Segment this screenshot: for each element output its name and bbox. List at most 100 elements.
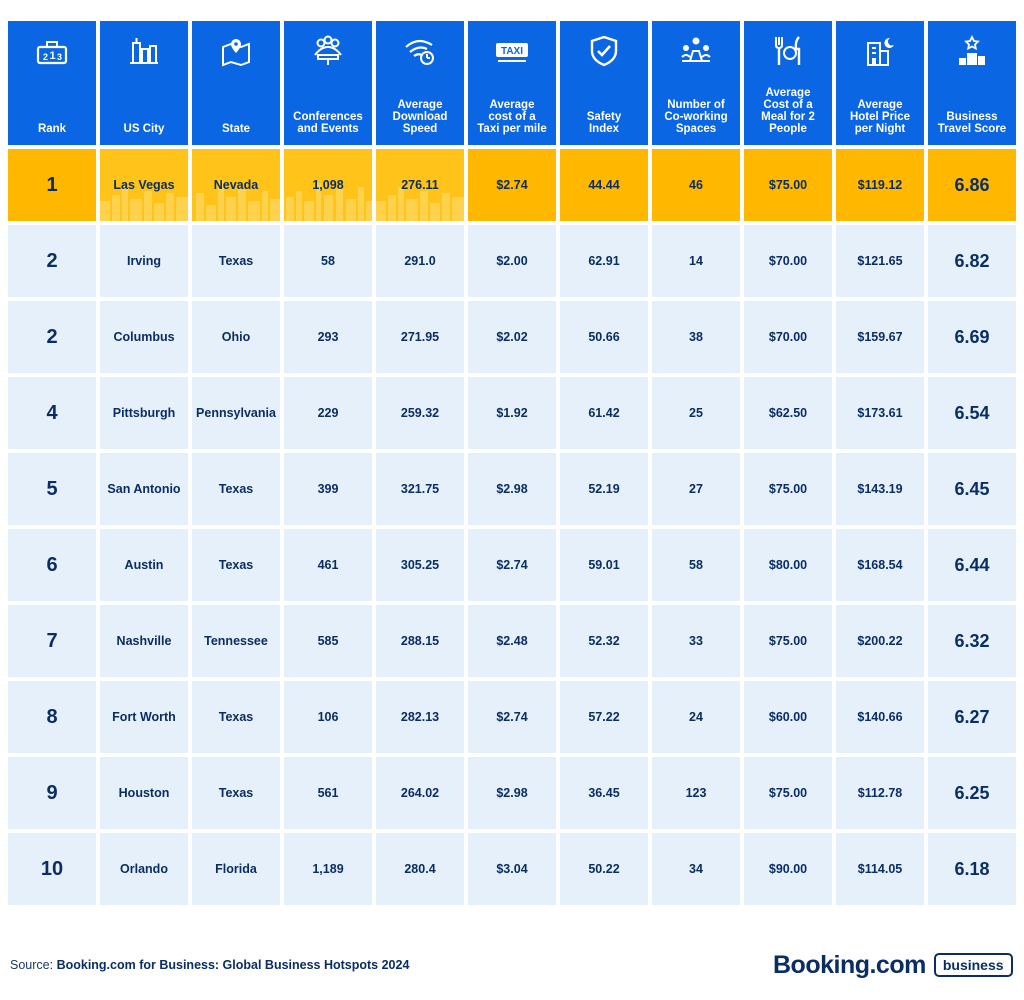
cell-value: $2.74 <box>496 710 528 724</box>
shield-check-icon <box>586 33 622 69</box>
cell-hotel: $173.61 <box>836 377 924 449</box>
cell-value: $90.00 <box>768 862 808 876</box>
hotel-moon-icon <box>862 33 898 69</box>
cell-value: 282.13 <box>400 710 440 724</box>
cell-value: $75.00 <box>768 786 808 800</box>
cell-value: 1,189 <box>312 862 344 876</box>
cell-value: 6.82 <box>954 250 990 271</box>
cell-meal: $75.00 <box>744 453 832 525</box>
cell-score: 6.32 <box>928 605 1016 677</box>
cell-value: 52.32 <box>588 634 620 648</box>
rankings-table: 2 1 3 Rank US City State Conferences and Event… <box>8 21 1016 905</box>
cell-value: 259.32 <box>400 406 440 420</box>
cell-state: Texas <box>192 529 280 601</box>
cell-coworking: 33 <box>652 605 740 677</box>
cell-safety: 50.66 <box>560 301 648 373</box>
cell-value: 25 <box>689 406 703 420</box>
cell-value: 61.42 <box>588 406 620 420</box>
cell-value: $168.54 <box>857 558 903 572</box>
cell-value: 6.18 <box>954 858 990 879</box>
cell-conferences: 58 <box>284 225 372 297</box>
cell-score: 6.54 <box>928 377 1016 449</box>
header-label: US City <box>123 123 165 135</box>
cell-hotel: $121.65 <box>836 225 924 297</box>
cell-conferences: 229 <box>284 377 372 449</box>
cell-rank: 7 <box>8 605 96 677</box>
cell-value: $2.98 <box>496 482 528 496</box>
cell-value: 264.02 <box>400 786 440 800</box>
cell-coworking: 34 <box>652 833 740 905</box>
cell-value: 321.75 <box>400 482 440 496</box>
cell-value: 38 <box>689 330 703 344</box>
cell-value: Las Vegas <box>113 178 175 192</box>
cell-city: Las Vegas <box>100 149 188 221</box>
cell-value: 44.44 <box>588 178 620 192</box>
cell-download: 271.95 <box>376 301 464 373</box>
cell-city: San Antonio <box>100 453 188 525</box>
cell-value: 280.4 <box>404 862 436 876</box>
cell-city: Houston <box>100 757 188 829</box>
cell-taxi: $2.74 <box>468 529 556 601</box>
header-safety: Safety Index <box>560 21 648 145</box>
cell-value: Houston <box>118 786 170 800</box>
cell-taxi: $2.02 <box>468 301 556 373</box>
cell-city: Nashville <box>100 605 188 677</box>
cell-coworking: 14 <box>652 225 740 297</box>
header-download: Average Download Speed <box>376 21 464 145</box>
cell-safety: 57.22 <box>560 681 648 753</box>
cell-value: 6.25 <box>954 782 990 803</box>
header-label: Average Hotel Price per Night <box>849 99 911 135</box>
cell-state: Pennsylvania <box>192 377 280 449</box>
cell-value: $2.74 <box>496 558 528 572</box>
cell-value: Nevada <box>213 178 259 192</box>
cell-value: 6 <box>46 553 58 576</box>
cell-rank: 1 <box>8 149 96 221</box>
cell-hotel: $112.78 <box>836 757 924 829</box>
header-label: Average cost of a Taxi per mile <box>477 99 547 135</box>
cell-safety: 52.32 <box>560 605 648 677</box>
header-score: Business Travel Score <box>928 21 1016 145</box>
header-conferences: Conferences and Events <box>284 21 372 145</box>
source-note: Source: Booking.com for Business: Global… <box>10 958 409 972</box>
cell-download: 282.13 <box>376 681 464 753</box>
cell-meal: $70.00 <box>744 301 832 373</box>
cell-value: $143.19 <box>857 482 903 496</box>
cell-value: 1 <box>46 173 58 196</box>
cell-value: 288.15 <box>400 634 440 648</box>
cell-download: 291.0 <box>376 225 464 297</box>
cell-conferences: 1,098 <box>284 149 372 221</box>
cell-value: Texas <box>218 710 254 724</box>
cell-coworking: 38 <box>652 301 740 373</box>
cell-value: $70.00 <box>768 330 808 344</box>
cell-value: 6.44 <box>954 554 990 575</box>
cell-value: 271.95 <box>400 330 440 344</box>
cell-value: 46 <box>689 178 703 192</box>
cell-value: Nashville <box>116 634 172 648</box>
cell-value: Texas <box>218 254 254 268</box>
cell-value: 9 <box>46 781 58 804</box>
cell-value: $119.12 <box>857 178 903 192</box>
cell-state: Nevada <box>192 149 280 221</box>
cell-meal: $90.00 <box>744 833 832 905</box>
cell-value: 58 <box>321 254 335 268</box>
cell-rank: 2 <box>8 225 96 297</box>
cell-safety: 62.91 <box>560 225 648 297</box>
cell-value: Columbus <box>113 330 175 344</box>
cell-conferences: 585 <box>284 605 372 677</box>
brand-wordmark: Booking.com <box>773 950 926 979</box>
cell-conferences: 293 <box>284 301 372 373</box>
cell-city: Irving <box>100 225 188 297</box>
cell-value: 6.54 <box>954 402 990 423</box>
cell-value: 585 <box>317 634 339 648</box>
cell-value: 293 <box>317 330 339 344</box>
cell-conferences: 399 <box>284 453 372 525</box>
cell-value: $75.00 <box>768 178 808 192</box>
cell-safety: 59.01 <box>560 529 648 601</box>
cell-value: 5 <box>46 477 58 500</box>
cell-value: Austin <box>124 558 164 572</box>
cell-coworking: 123 <box>652 757 740 829</box>
cell-value: $2.02 <box>496 330 528 344</box>
cell-value: $70.00 <box>768 254 808 268</box>
cell-state: Ohio <box>192 301 280 373</box>
cell-meal: $75.00 <box>744 605 832 677</box>
